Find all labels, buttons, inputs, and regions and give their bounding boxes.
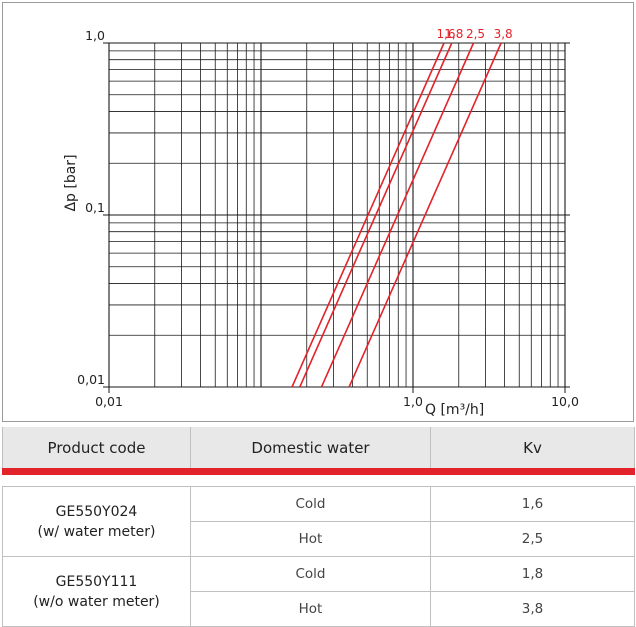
x-axis-label: Q [m³/h]: [425, 402, 484, 418]
x-tick-label: 0,01: [95, 394, 123, 409]
series-line: [348, 42, 502, 388]
product-code: GE550Y111: [55, 573, 138, 590]
header-product-code: Product code: [2, 427, 191, 475]
header-domestic-water: Domestic water: [190, 427, 431, 475]
x-tick-label: 10,0: [551, 394, 579, 409]
series-line: [291, 42, 445, 388]
kv-cell: 2,5: [430, 521, 635, 557]
series-line: [320, 42, 475, 388]
series-label: 1,6: [436, 27, 455, 41]
table-row: GE550Y024 (w/ water meter) Cold 1,6: [2, 486, 635, 557]
kv-cell: 1,8: [430, 556, 635, 592]
product-code-note: (w/o water meter): [33, 593, 160, 610]
table-header-row: Product code Domestic water Kv: [2, 427, 635, 475]
series-label: 2,5: [466, 27, 485, 41]
product-code-note: (w/ water meter): [37, 523, 156, 540]
series-label: 3,8: [494, 27, 513, 41]
series-line: [299, 42, 453, 388]
table-spacer-row: [2, 471, 635, 487]
y-tick-label: 0,1: [85, 200, 105, 215]
y-axis-label: Δp [bar]: [63, 154, 79, 211]
series-label: 1,8: [444, 27, 463, 41]
x-tick-label: 1,0: [403, 394, 423, 409]
chart-canvas: 0,01 1,0 10,00,010,11,0Q [m³/h]Δp [bar]1,6…: [63, 27, 579, 418]
table-row: Hot 2,5: [3, 521, 635, 557]
pressure-drop-chart: 0,01 1,0 10,0 0,01 0,1 1,0 Q [m³/h] Δp [bar] 1,6…: [2, 2, 634, 422]
domestic-water-cell: Hot: [190, 591, 431, 627]
product-code-cell: GE550Y024 (w/ water meter): [2, 486, 191, 557]
kv-cell: 1,6: [430, 486, 635, 522]
domestic-water-cell: Hot: [190, 521, 431, 557]
y-tick-label: 1,0: [85, 28, 105, 43]
domestic-water-cell: Cold: [190, 486, 431, 522]
header-kv: Kv: [430, 427, 635, 475]
product-code: GE550Y024: [55, 503, 138, 520]
product-code-cell: GE550Y111 (w/o water meter): [2, 556, 191, 627]
table-row: GE550Y111 (w/o water meter) Cold 1,8: [2, 556, 635, 627]
kv-cell: 3,8: [430, 591, 635, 627]
domestic-water-cell: Cold: [190, 556, 431, 592]
kv-table: Product code Domestic water Kv GE550Y024…: [2, 427, 635, 627]
y-tick-label: 0,01: [77, 372, 105, 387]
